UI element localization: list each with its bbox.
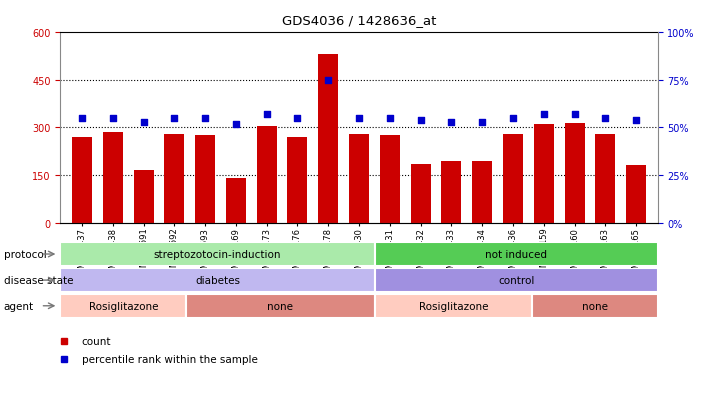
Bar (134, 171, 154, 223)
Point (599, 115, 611, 122)
Text: none: none (582, 301, 608, 311)
Point (507, 115, 518, 122)
Point (107, 115, 119, 122)
Bar (565, 123, 584, 223)
Point (569, 112, 580, 118)
Point (415, 117, 427, 124)
Bar (375, 268, 658, 292)
Point (476, 119, 488, 126)
Text: percentile rank within the sample: percentile rank within the sample (82, 354, 257, 364)
Bar (375, 242, 658, 266)
Bar (626, 166, 646, 223)
Point (323, 77, 334, 84)
Point (353, 115, 365, 122)
Bar (72, 138, 92, 223)
Bar (60, 268, 375, 292)
Point (538, 112, 550, 118)
Bar (375, 294, 532, 318)
Text: GDS4036 / 1428636_at: GDS4036 / 1428636_at (282, 14, 437, 27)
Bar (257, 126, 277, 223)
Bar (226, 179, 246, 223)
Text: count: count (82, 336, 111, 346)
Bar (195, 136, 215, 223)
Text: Rosiglitazone: Rosiglitazone (419, 301, 488, 311)
Text: protocol: protocol (4, 249, 46, 259)
Point (384, 115, 395, 122)
Bar (319, 55, 338, 223)
Bar (380, 136, 400, 223)
Text: diabetes: diabetes (195, 275, 240, 285)
Point (446, 119, 457, 126)
Point (230, 121, 242, 128)
Text: Rosiglitazone: Rosiglitazone (89, 301, 158, 311)
Text: none: none (267, 301, 294, 311)
Point (261, 112, 272, 118)
Text: control: control (498, 275, 535, 285)
Bar (60, 242, 375, 266)
Bar (186, 294, 375, 318)
Bar (287, 138, 307, 223)
Bar (472, 161, 492, 223)
Bar (60, 294, 186, 318)
Point (200, 115, 211, 122)
Text: streptozotocin-induction: streptozotocin-induction (154, 249, 282, 259)
Bar (534, 125, 554, 223)
Bar (595, 134, 615, 223)
Bar (411, 164, 431, 223)
Point (76, 115, 87, 122)
Point (169, 115, 180, 122)
Bar (532, 294, 658, 318)
Bar (442, 161, 461, 223)
Text: not induced: not induced (485, 249, 547, 259)
Text: agent: agent (4, 301, 33, 311)
Bar (103, 133, 123, 223)
Text: disease state: disease state (4, 275, 73, 285)
Point (631, 117, 642, 124)
Bar (164, 134, 184, 223)
Bar (503, 134, 523, 223)
Bar (349, 134, 369, 223)
Point (292, 115, 303, 122)
Point (138, 119, 149, 126)
